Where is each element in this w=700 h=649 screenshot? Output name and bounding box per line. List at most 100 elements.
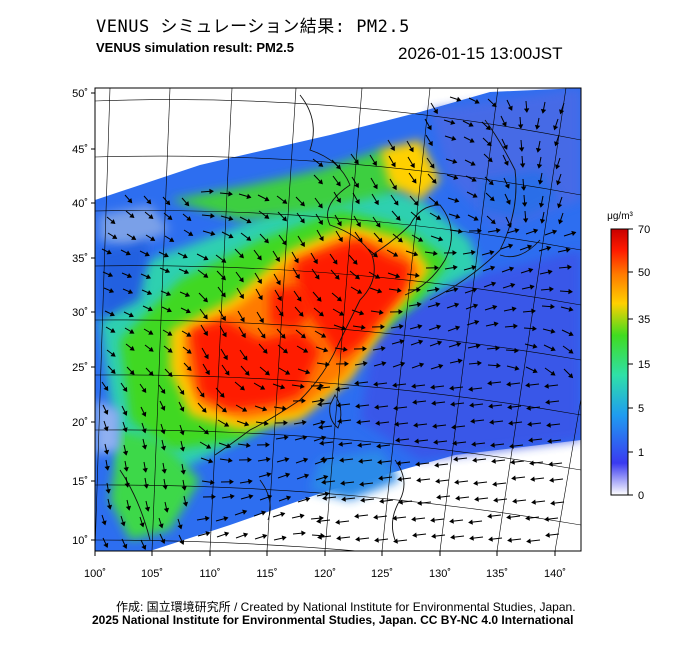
wind-vector-head xyxy=(474,98,480,104)
wind-vector-head xyxy=(301,419,307,426)
wind-vector-head xyxy=(533,228,539,234)
wind-vector-head xyxy=(122,386,128,393)
wind-vector-head xyxy=(257,278,262,285)
wind-vector-head xyxy=(550,303,555,310)
wind-vector-head xyxy=(398,309,403,315)
wind-vector-head xyxy=(526,405,531,411)
wind-vector-head xyxy=(125,505,132,511)
longitude-axis: 100˚ 105˚ 110˚ 115˚ 120˚ 125˚ 130˚ 135˚ … xyxy=(84,551,566,580)
wind-vector-head xyxy=(468,121,474,127)
wind-vector-head xyxy=(374,537,379,543)
wind-vector-head xyxy=(165,200,171,206)
wind-vector-head xyxy=(262,406,268,412)
wind-vector-head xyxy=(426,125,432,131)
wind-vector-head xyxy=(239,317,245,323)
copyright-line: 2025 National Institute for Environmenta… xyxy=(92,613,574,627)
wind-vector-head xyxy=(278,311,284,317)
wind-vector-head xyxy=(430,384,435,390)
wind-vector-head xyxy=(261,510,267,516)
wind-vector-head xyxy=(568,306,574,312)
wind-vector-head xyxy=(492,481,497,487)
wind-vector-head xyxy=(506,381,511,387)
wind-vector-head xyxy=(472,287,478,293)
wind-vector-head xyxy=(514,365,520,371)
wind-vector-head xyxy=(472,192,478,198)
wind-vector-head xyxy=(398,499,403,505)
wind-vector-head xyxy=(324,491,330,497)
wind-vector-head xyxy=(550,346,556,352)
wind-vector-head xyxy=(527,244,533,250)
wind-vector-head xyxy=(395,273,401,279)
wind-vector-head xyxy=(179,406,185,412)
wind-vector-head xyxy=(362,360,368,367)
wind-vector-head xyxy=(523,108,530,113)
wind-vector-head xyxy=(122,410,128,416)
wind-vector-head xyxy=(160,388,166,395)
wind-vector-head xyxy=(144,506,151,512)
wind-vector-head xyxy=(179,446,186,452)
wind-vector-head xyxy=(490,219,496,225)
wind-vector-head xyxy=(491,102,497,108)
wind-vector-head xyxy=(106,249,112,255)
wind-vector-head xyxy=(433,250,438,256)
wind-vector-head xyxy=(343,346,348,352)
lon-label-105: 105˚ xyxy=(141,568,163,580)
wind-vector-head xyxy=(339,457,344,463)
wind-vector-head xyxy=(221,315,226,322)
wind-vector-head xyxy=(265,442,270,448)
wind-vector-head xyxy=(275,280,281,286)
wind-vector-head xyxy=(544,383,549,389)
wind-vector-head xyxy=(110,351,116,357)
wind-vector-head xyxy=(167,215,173,221)
wind-vector-head xyxy=(375,420,380,426)
wind-vector-head xyxy=(262,348,268,354)
wind-vector-head xyxy=(164,268,171,274)
wind-vector-head xyxy=(535,147,542,153)
wind-vector-head xyxy=(450,401,455,407)
wind-vector-head xyxy=(318,219,323,226)
colorbar: μg/m³ 70 50 35 15 5 1 0 xyxy=(607,211,650,502)
wind-vector-head xyxy=(286,495,292,501)
wind-vector-head xyxy=(546,422,551,428)
wind-vector-head xyxy=(108,288,115,294)
lon-label-120: 120˚ xyxy=(314,568,336,580)
wind-vector-head xyxy=(338,236,343,243)
wind-vector-head xyxy=(281,240,287,246)
wind-vector-head xyxy=(317,534,322,540)
wind-vector-head xyxy=(394,421,399,427)
wind-vector-head xyxy=(334,274,340,280)
wind-vector-head xyxy=(186,348,192,354)
wind-vector-head xyxy=(210,230,216,236)
wind-vector-head xyxy=(112,234,118,239)
wind-vector-head xyxy=(260,333,266,339)
lat-label-50: 50˚ xyxy=(72,88,88,100)
wind-vector-head xyxy=(283,420,288,426)
wind-vector-head xyxy=(454,302,460,308)
wind-vector-head xyxy=(431,178,437,184)
wind-vector-head xyxy=(396,460,401,466)
wind-vector-head xyxy=(415,461,420,467)
wind-vector-head xyxy=(390,145,395,152)
wind-vector-head xyxy=(256,255,262,261)
colorbar-gradient xyxy=(610,228,629,496)
wind-vector-head xyxy=(522,218,529,223)
wind-vector-head xyxy=(282,199,288,204)
wind-vector-head xyxy=(301,398,306,404)
wind-vector-head xyxy=(160,405,166,411)
wind-vector-head xyxy=(474,496,479,502)
wind-vector-head xyxy=(558,219,564,225)
wind-vector-head xyxy=(336,221,342,227)
wind-vector-head xyxy=(313,258,318,265)
wind-vector-head xyxy=(430,517,435,523)
wind-vector-head xyxy=(319,440,324,446)
wind-vector-head xyxy=(277,295,282,302)
wind-vector-head xyxy=(454,479,459,485)
wind-vector-head xyxy=(491,458,496,464)
wind-vector-head xyxy=(141,411,147,417)
wind-vector-head xyxy=(568,331,574,337)
wind-vector-head xyxy=(146,199,152,205)
wind-vector-head xyxy=(372,160,377,167)
wind-vector-head xyxy=(550,500,555,506)
wind-vector-head xyxy=(488,403,493,409)
wind-vector-head xyxy=(508,243,514,249)
